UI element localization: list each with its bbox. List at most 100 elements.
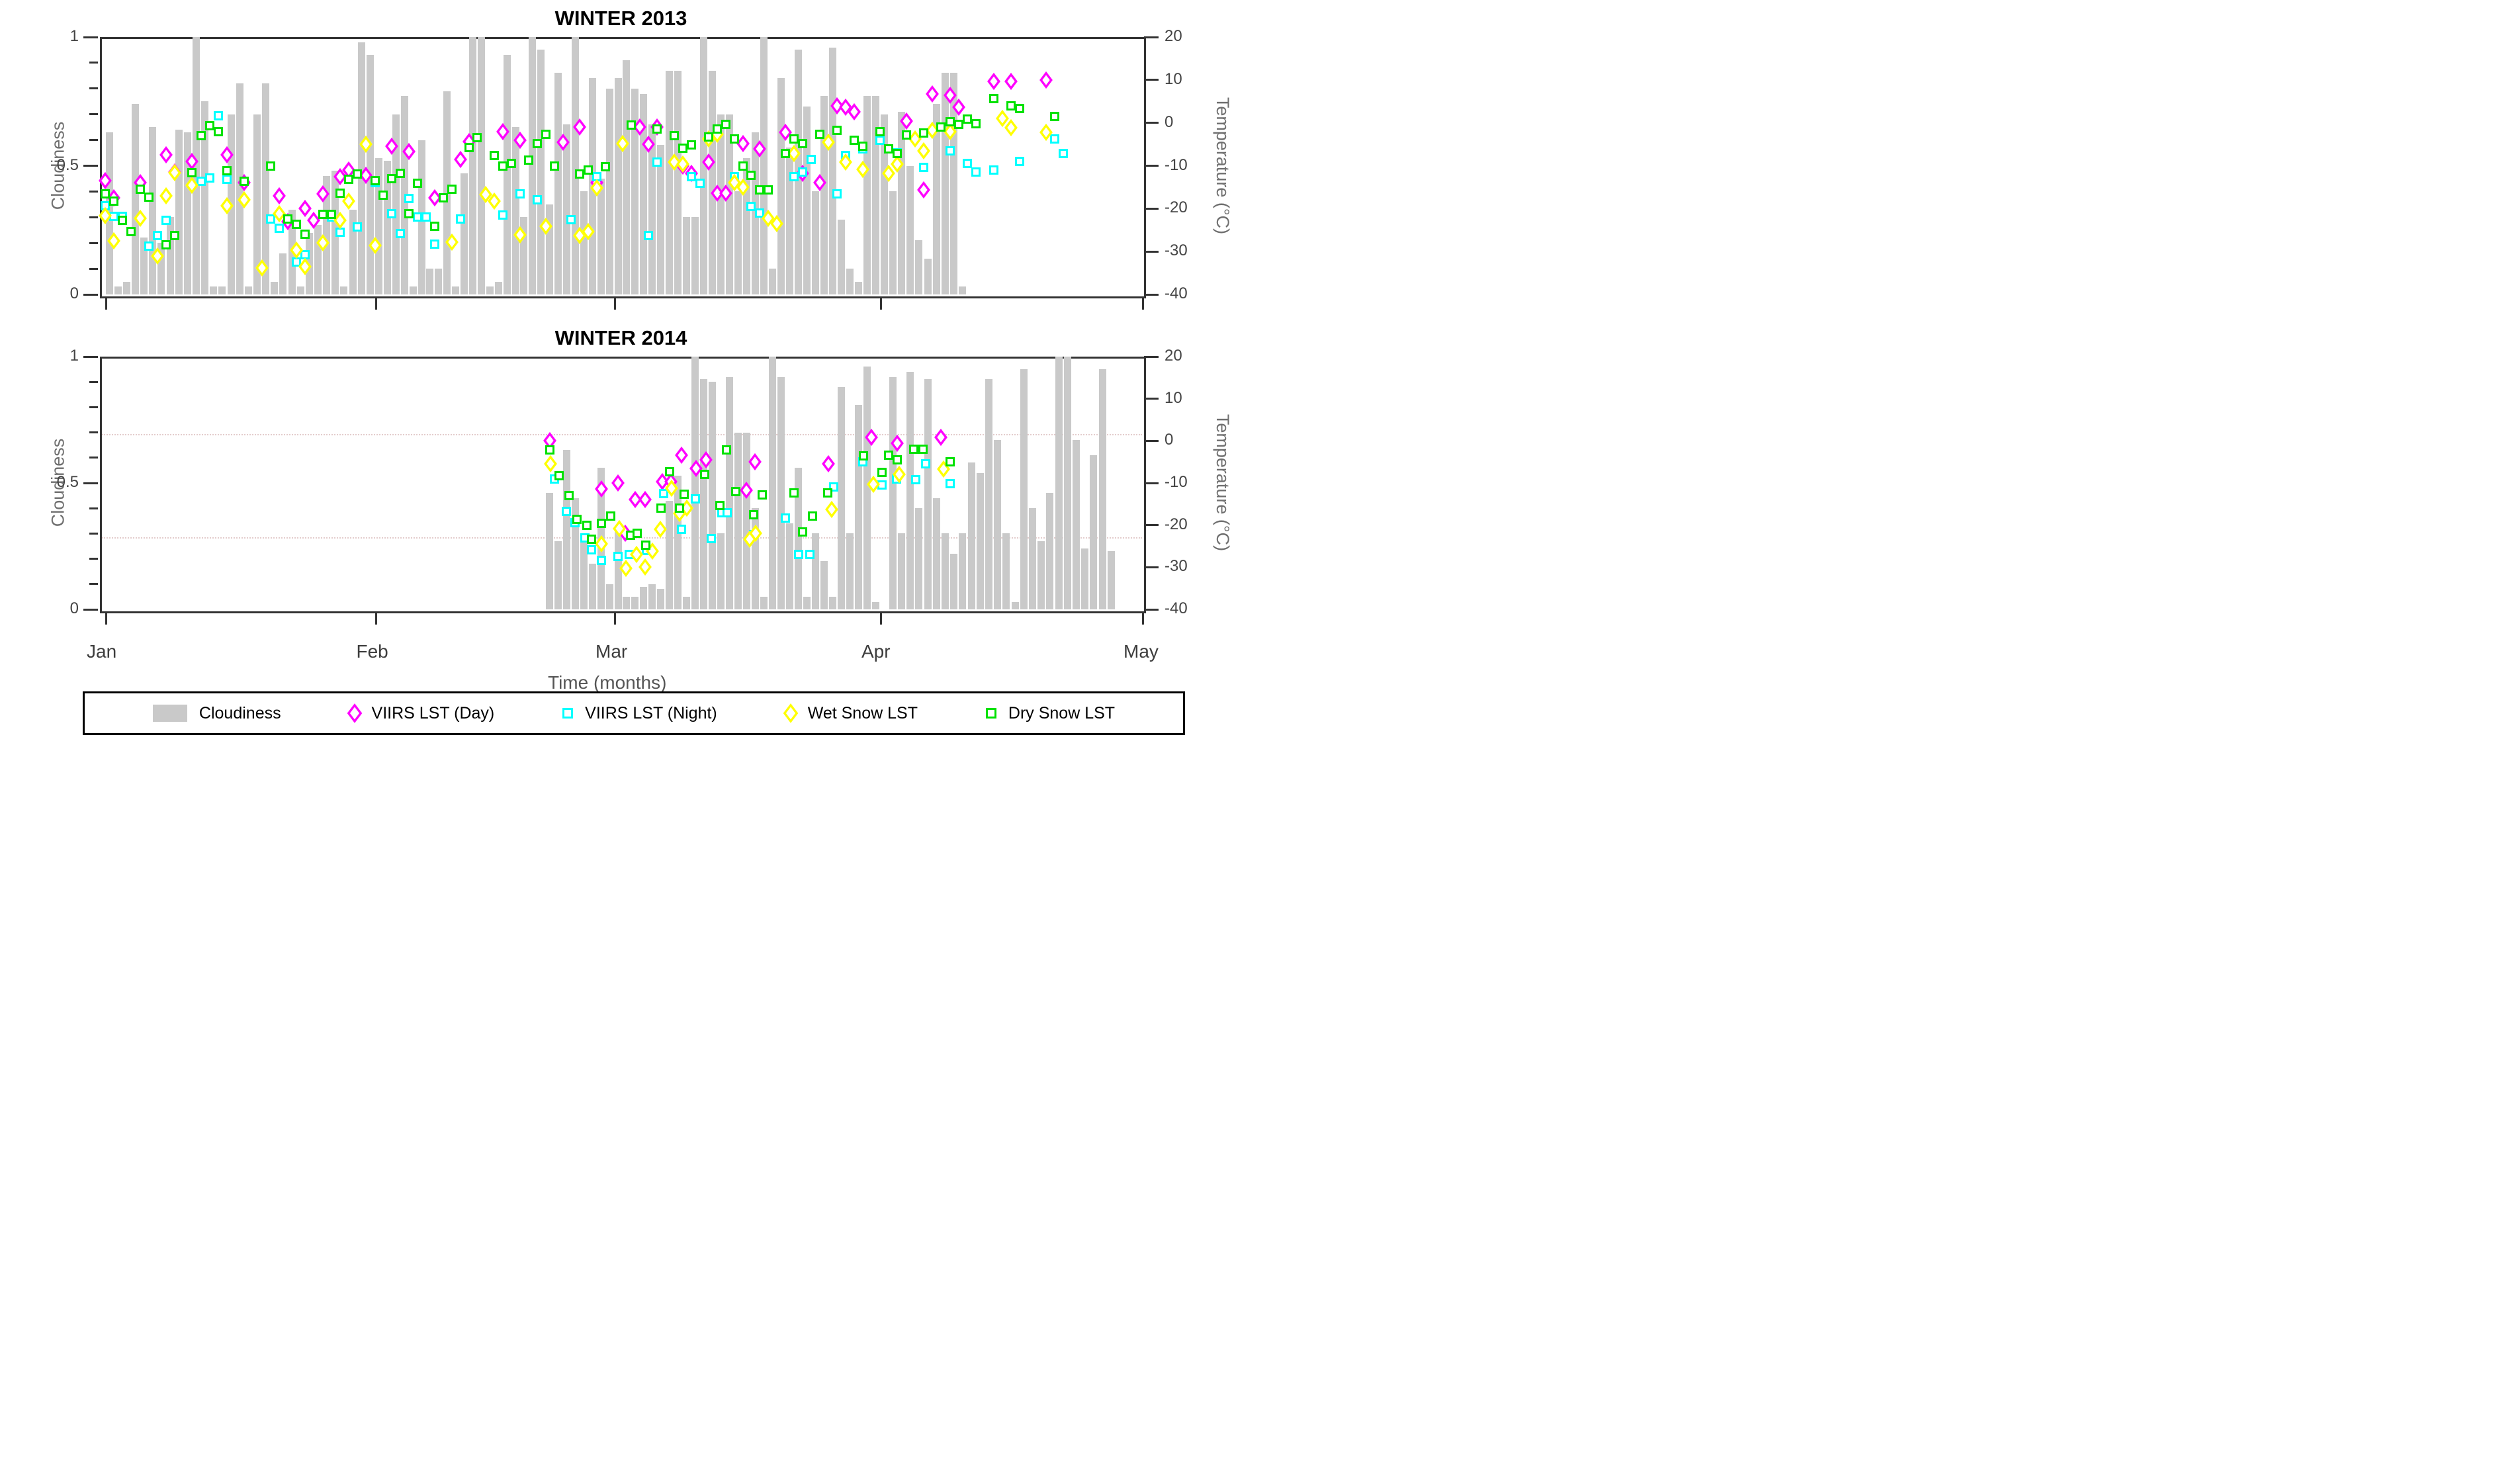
cloudiness-bar	[1028, 508, 1036, 609]
cloudiness-bar	[950, 553, 958, 609]
figure-page: { "legend": { "cloudiness_label": "Cloud…	[0, 0, 1254, 742]
cloudiness-bar	[924, 258, 932, 294]
cloudiness-bar	[734, 432, 742, 609]
cloudiness-bar	[828, 47, 836, 294]
y-right-tick-label: -10	[1165, 473, 1188, 491]
cloudiness-bar	[331, 171, 339, 294]
cloudiness-bar	[1090, 455, 1098, 609]
x-axis-month-label: Apr	[861, 641, 891, 662]
dry-snow-marker	[413, 179, 423, 189]
cloudiness-bar	[915, 508, 923, 609]
dry-snow-marker	[815, 129, 825, 139]
cloudiness-bar	[950, 73, 958, 294]
dry-snow-marker	[584, 165, 594, 175]
dry-snow-marker	[1006, 101, 1016, 111]
viirs-night-marker	[566, 215, 576, 225]
cloudiness-bar	[906, 165, 914, 294]
cloudiness-bar	[1046, 493, 1054, 609]
cloudiness-bar	[605, 584, 613, 609]
legend-box: Cloudiness VIIRS LST (Day) VIIRS LST (Ni…	[83, 691, 1185, 735]
cloudiness-bar	[1011, 601, 1019, 609]
dry-snow-marker	[429, 221, 439, 231]
x-axis-label-time-months: Time (months)	[548, 672, 667, 693]
dry-snow-marker	[901, 130, 911, 140]
cloudiness-bar	[717, 533, 725, 609]
y-left-major-tick	[83, 293, 98, 296]
cloudiness-bar	[863, 96, 871, 294]
viirs-night-marker	[652, 157, 662, 167]
viirs-night-marker	[971, 167, 981, 177]
cloudiness-bar	[811, 533, 819, 609]
dry-snow-marker	[447, 184, 457, 194]
dry-snow-marker	[919, 128, 928, 138]
dry-snow-marker	[989, 94, 998, 104]
cloudiness-bar	[683, 596, 691, 609]
dry-snow-marker	[222, 166, 232, 176]
cloudiness-bar	[674, 70, 682, 294]
cloudiness-bar	[640, 586, 648, 609]
cloudiness-bar	[218, 286, 226, 294]
dry-snow-marker	[789, 488, 799, 498]
cloudiness-bar	[631, 88, 639, 294]
cloudiness-bar	[717, 114, 725, 294]
cloudiness-bar	[1107, 551, 1115, 609]
dry-snow-marker	[832, 125, 842, 135]
y-left-tick-label: 0	[69, 284, 79, 302]
y-right-tick-label: -30	[1165, 557, 1188, 576]
viirs-night-marker	[1050, 134, 1059, 144]
dry-snow-marker	[300, 230, 310, 240]
cloudiness-bar	[768, 357, 776, 609]
y-left-tick-label: 0.5	[56, 155, 79, 174]
cloudiness-bar	[114, 286, 122, 294]
cloudiness-bar	[623, 60, 631, 294]
cloudiness-bar	[941, 73, 949, 294]
dry-snow-marker	[387, 173, 397, 183]
dry-snow-marker	[292, 220, 302, 230]
cloudiness-bar	[357, 42, 365, 294]
cloudiness-bar	[1098, 369, 1106, 609]
viirs-night-marker	[945, 479, 955, 489]
dry-snow-marker	[909, 445, 919, 455]
cloudiness-bar	[837, 386, 845, 609]
dry-snow-marker	[523, 155, 533, 165]
cloudiness-bar	[469, 37, 477, 294]
y-axis-label-temperature-bottom: Temperature (°C)	[1213, 414, 1233, 552]
y-left-minor-tick	[89, 380, 98, 383]
cloudiness-bar	[597, 178, 605, 294]
dry-snow-marker	[507, 159, 517, 169]
viirs-night-marker	[265, 214, 275, 224]
cloudiness-bar	[803, 107, 811, 294]
dry-snow-marker	[370, 176, 380, 186]
x-axis-month-tick	[614, 296, 616, 310]
dry-snow-marker	[344, 175, 354, 185]
dry-snow-marker	[749, 510, 759, 520]
cloudiness-bar	[1063, 357, 1071, 609]
cloudiness-bar	[777, 376, 785, 609]
dry-snow-marker	[490, 150, 500, 160]
cloudiness-bar	[785, 523, 793, 609]
dry-snow-marker	[283, 214, 293, 224]
x-axis-month-tick	[880, 296, 882, 310]
cloudiness-bar	[588, 564, 596, 609]
cloudiness-bar	[546, 493, 554, 609]
y-left-minor-tick	[89, 190, 98, 193]
cloudiness-bar	[743, 157, 751, 294]
viirs-night-marker	[498, 210, 508, 220]
y-right-tick-label: 0	[1165, 112, 1174, 131]
cloudiness-bar	[175, 130, 183, 294]
cloudiness-bar	[726, 114, 734, 294]
cloudiness-bar	[210, 286, 218, 294]
viirs-night-marker	[152, 231, 162, 241]
cloudiness-bar	[657, 145, 665, 294]
y-axis-label-temperature-top: Temperature (°C)	[1213, 97, 1233, 234]
y-left-minor-tick	[89, 431, 98, 434]
dry-snow-marker	[596, 519, 606, 529]
dry-snow-marker	[438, 193, 448, 203]
cloudiness-bar	[375, 157, 382, 294]
dry-snow-marker	[715, 500, 725, 510]
viirs-night-marker	[292, 257, 302, 267]
y-right-tick-label: -40	[1165, 284, 1188, 302]
cloudiness-bar	[985, 379, 992, 609]
dry-snow-marker	[564, 491, 574, 501]
viirs-night-marker	[798, 167, 808, 177]
